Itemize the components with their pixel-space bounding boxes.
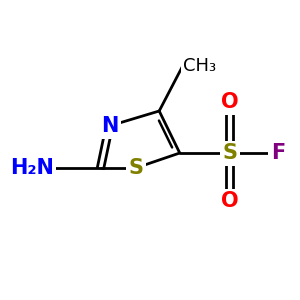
Text: N: N [101, 116, 118, 136]
Text: CH₃: CH₃ [183, 57, 216, 75]
Text: F: F [271, 143, 285, 163]
Text: O: O [221, 191, 238, 211]
Text: S: S [128, 158, 143, 178]
Text: O: O [221, 92, 238, 112]
Text: S: S [222, 143, 237, 163]
Text: H₂N: H₂N [10, 158, 54, 178]
